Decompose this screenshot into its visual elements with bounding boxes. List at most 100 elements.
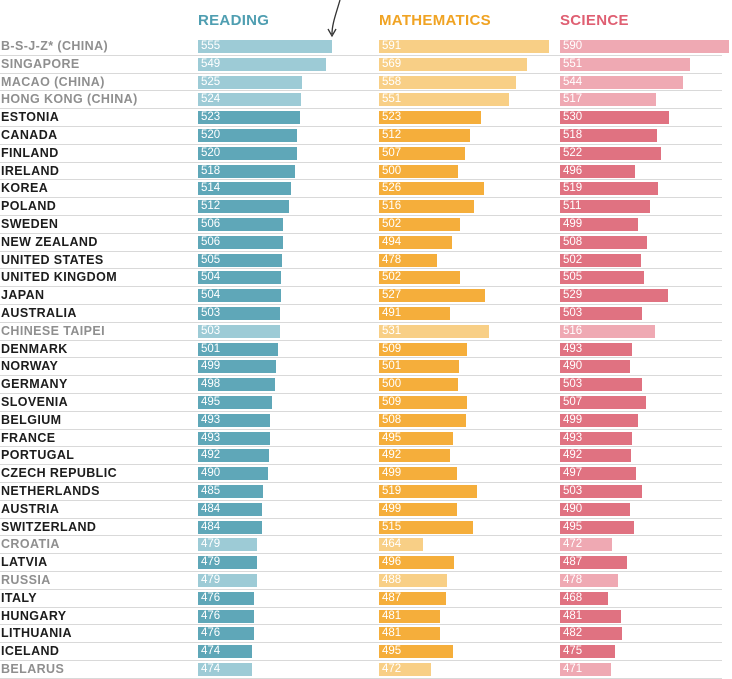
science-bar (560, 449, 632, 463)
mathematics-bar (379, 485, 478, 498)
reading-bar (198, 235, 284, 249)
reading-value-label: 476 (201, 591, 221, 604)
science-value-label: 487 (563, 556, 583, 569)
reading-value-label: 503 (201, 307, 221, 319)
table-row: GERMANY 498 500 503 (0, 376, 722, 394)
science-bar (560, 574, 618, 587)
science-value-label: 490 (563, 502, 583, 515)
reading-value-label: 549 (201, 57, 221, 70)
mathematics-bar (379, 556, 455, 570)
country-label: LATVIA (1, 555, 48, 570)
mathematics-bar (379, 591, 446, 605)
mathematics-bar (379, 40, 549, 53)
country-label: ITALY (1, 590, 38, 605)
mathematics-value-label: 499 (382, 467, 402, 480)
mathematics-bar (379, 200, 475, 214)
country-label: SINGAPORE (1, 56, 80, 71)
mathematics-value-label: 509 (382, 396, 402, 408)
mathematics-header: MATHEMATICS (379, 12, 491, 29)
mathematics-value-label: 499 (382, 502, 402, 515)
science-value-label: 497 (563, 467, 583, 480)
mathematics-bar (379, 449, 451, 463)
mathematics-value-label: 519 (382, 485, 402, 497)
country-label: SLOVENIA (1, 395, 69, 409)
science-value-label: 517 (563, 93, 583, 106)
country-label: FRANCE (1, 430, 56, 445)
science-bar (560, 40, 729, 53)
reading-bar (198, 75, 303, 89)
reading-value-label: 492 (201, 449, 221, 462)
mathematics-bar (379, 342, 468, 356)
mathematics-bar (379, 235, 453, 249)
mathematics-value-label: 495 (382, 431, 402, 444)
reading-bar (198, 342, 279, 356)
science-value-label: 505 (563, 271, 583, 284)
country-label: BELARUS (1, 662, 65, 676)
mathematics-value-label: 512 (382, 129, 402, 141)
mathematics-value-label: 500 (382, 164, 402, 177)
mathematics-bar (379, 431, 454, 445)
science-bar (560, 111, 670, 125)
country-label: HONG KONG (CHINA) (1, 92, 138, 107)
mathematics-value-label: 526 (382, 182, 402, 195)
science-bar (560, 520, 635, 534)
mathematics-bar (379, 307, 450, 320)
mathematics-value-label: 501 (382, 360, 402, 373)
reading-value-label: 504 (201, 271, 221, 284)
reading-bar (198, 164, 296, 178)
science-value-label: 519 (563, 182, 583, 195)
mathematics-value-label: 523 (382, 111, 402, 124)
science-bar (560, 342, 633, 356)
reading-bar (198, 271, 282, 285)
reading-bar (198, 129, 298, 142)
reading-value-label: 474 (201, 663, 221, 675)
mathematics-bar (379, 413, 467, 427)
science-bar (560, 235, 648, 249)
table-row: NETHERLANDS 485 519 503 (0, 483, 722, 501)
science-bar (560, 627, 622, 641)
reading-bar (198, 538, 257, 552)
reading-bar (198, 289, 282, 303)
country-label: AUSTRIA (1, 501, 60, 516)
country-label: ESTONIA (1, 110, 60, 125)
country-label: RUSSIA (1, 573, 51, 587)
reading-value-label: 476 (201, 609, 221, 622)
reading-bar (198, 609, 254, 623)
reading-bar (198, 40, 333, 53)
mathematics-value-label: 500 (382, 378, 402, 391)
mathematics-bar (379, 574, 447, 587)
science-bar (560, 591, 608, 605)
science-value-label: 499 (563, 218, 583, 230)
science-bar (560, 538, 612, 552)
science-value-label: 590 (563, 40, 583, 52)
table-row: JAPAN 504 527 529 (0, 287, 722, 305)
table-row: POLAND 512 516 511 (0, 198, 722, 216)
mathematics-bar (379, 129, 471, 142)
reading-bar (198, 57, 327, 71)
science-value-label: 499 (563, 413, 583, 426)
table-row: HONG KONG (CHINA) 524 551 517 (0, 91, 722, 110)
science-value-label: 522 (563, 146, 583, 159)
reading-bar (198, 218, 284, 231)
reading-value-label: 479 (201, 574, 221, 586)
science-bar (560, 413, 639, 427)
reading-value-label: 518 (201, 164, 221, 177)
reading-value-label: 474 (201, 645, 221, 658)
table-row: AUSTRIA 484 499 490 (0, 501, 722, 519)
science-value-label: 544 (563, 75, 583, 88)
science-bar (560, 645, 615, 659)
reading-bar (198, 93, 302, 107)
mathematics-bar (379, 289, 486, 303)
mathematics-value-label: 496 (382, 556, 402, 569)
reading-value-label: 520 (201, 146, 221, 159)
science-bar (560, 378, 643, 392)
mathematics-value-label: 558 (382, 75, 402, 88)
country-label: NORWAY (1, 359, 59, 374)
mathematics-value-label: 494 (382, 235, 402, 248)
country-label: CROATIA (1, 537, 60, 552)
reading-value-label: 476 (201, 627, 221, 640)
reading-value-label: 493 (201, 413, 221, 426)
reading-bar (198, 645, 252, 659)
science-value-label: 495 (563, 520, 583, 533)
country-label: SWITZERLAND (1, 519, 97, 534)
